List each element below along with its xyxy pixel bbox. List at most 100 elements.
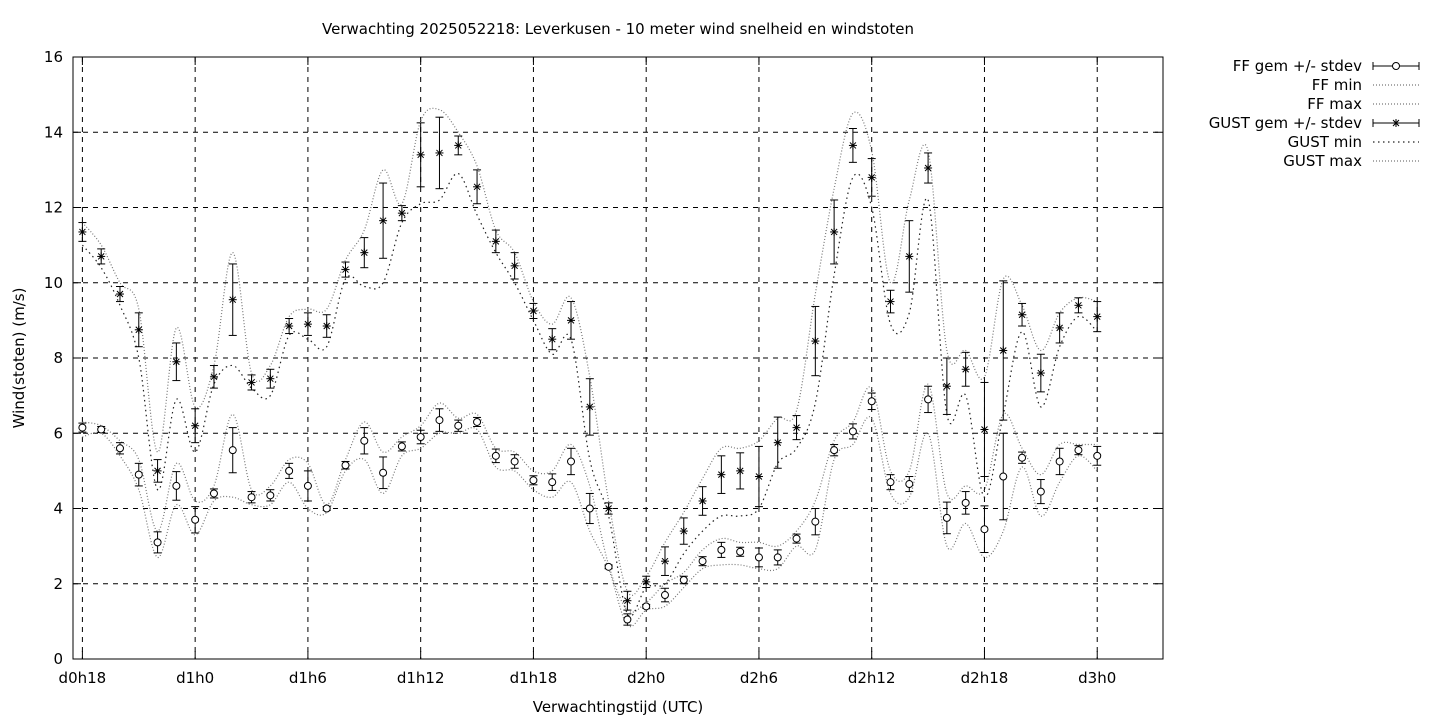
data-point-star <box>491 237 500 246</box>
data-point-circle <box>416 433 425 442</box>
data-point-star <box>228 295 237 304</box>
x-tick-label: d1h18 <box>510 669 558 687</box>
y-tick-label: 10 <box>44 274 63 292</box>
legend-label: GUST min <box>1288 133 1362 151</box>
data-point-star <box>961 365 970 374</box>
data-point-star <box>247 378 256 387</box>
data-point-star <box>660 557 669 566</box>
legend-label: FF max <box>1307 95 1362 113</box>
data-point-star <box>679 527 688 536</box>
data-point-circle <box>228 446 237 455</box>
x-tick-label: d1h12 <box>397 669 445 687</box>
data-point-star <box>886 297 895 306</box>
data-point-circle <box>1018 453 1027 462</box>
data-point-star <box>1074 301 1083 310</box>
data-point-circle <box>679 575 688 584</box>
data-point-star <box>529 306 538 315</box>
chart-title: Verwachting 2025052218: Leverkusen - 10 … <box>322 20 914 38</box>
data-point-star <box>153 466 162 475</box>
data-point-circle <box>360 436 369 445</box>
data-point-star <box>698 496 707 505</box>
data-point-star <box>848 141 857 150</box>
data-point-star <box>115 290 124 299</box>
data-point-star <box>266 374 275 383</box>
legend-label: GUST gem +/- stdev <box>1209 114 1362 132</box>
data-point-star <box>642 577 651 586</box>
data-point-circle <box>867 397 876 406</box>
data-point-circle <box>736 547 745 556</box>
x-axis-label: Verwachtingstijd (UTC) <box>533 698 704 716</box>
data-point-circle <box>78 423 87 432</box>
data-point-circle <box>379 468 388 477</box>
data-point-circle <box>848 427 857 436</box>
data-point-circle <box>303 481 312 490</box>
data-point-star <box>510 261 519 270</box>
y-tick-label: 4 <box>53 500 63 518</box>
data-point-circle <box>473 417 482 426</box>
data-point-circle <box>660 591 669 600</box>
data-point-circle <box>397 442 406 451</box>
data-point-star <box>209 372 218 381</box>
plot-border <box>72 56 1164 660</box>
series-line-4 <box>81 172 1098 617</box>
data-point-star <box>416 150 425 159</box>
data-point-circle <box>1036 487 1045 496</box>
data-point-circle <box>1392 62 1400 70</box>
data-point-star <box>999 346 1008 355</box>
data-point-circle <box>548 478 557 487</box>
data-point-circle <box>717 545 726 554</box>
data-point-circle <box>905 480 914 489</box>
data-point-star <box>548 335 557 344</box>
data-point-star <box>1392 119 1400 127</box>
x-tick-label: d0h18 <box>59 669 107 687</box>
grid-lines <box>73 57 1163 659</box>
y-tick-label: 2 <box>53 575 63 593</box>
data-point-star <box>623 596 632 605</box>
data-point-circle <box>491 451 500 460</box>
data-point-circle <box>1074 446 1083 455</box>
data-point-star <box>454 141 463 150</box>
legend-label: FF gem +/- stdev <box>1233 57 1362 75</box>
data-point-circle <box>529 476 538 485</box>
data-point-circle <box>435 416 444 425</box>
data-point-star <box>942 382 951 391</box>
data-point-star <box>604 504 613 513</box>
data-point-circle <box>191 515 200 524</box>
x-tick-label: d2h12 <box>848 669 896 687</box>
y-tick-label: 12 <box>44 199 63 217</box>
data-point-star <box>811 337 820 346</box>
legend-label: GUST max <box>1283 152 1362 170</box>
data-point-star <box>1093 312 1102 321</box>
axis-ticks: 0 2 4 6 8 10 12 14 16 d0h18 d1h0 d1h6 d1h12 d1h18 d2h0… <box>44 48 1163 687</box>
data-point-star <box>78 227 87 236</box>
data-point-star <box>379 216 388 225</box>
data-point-star <box>924 163 933 172</box>
data-point-star <box>905 252 914 261</box>
data-point-circle <box>1093 451 1102 460</box>
series-errorbars-3 <box>78 116 1102 611</box>
data-point-star <box>1036 369 1045 378</box>
data-point-star <box>736 466 745 475</box>
data-point-circle <box>999 472 1008 481</box>
data-point-circle <box>642 602 651 611</box>
data-point-circle <box>585 504 594 513</box>
data-point-circle <box>792 534 801 543</box>
data-point-star <box>303 320 312 329</box>
series-errorbars-0 <box>78 385 1102 626</box>
data-point-circle <box>454 421 463 430</box>
data-point-star <box>97 252 106 261</box>
data-point-star <box>773 438 782 447</box>
data-point-circle <box>510 457 519 466</box>
data-point-circle <box>341 461 350 470</box>
data-point-circle <box>209 489 218 498</box>
data-point-star <box>567 316 576 325</box>
data-point-circle <box>980 525 989 534</box>
data-point-circle <box>115 444 124 453</box>
x-tick-label: d2h18 <box>961 669 1009 687</box>
x-tick-label: d2h0 <box>627 669 665 687</box>
plot-area <box>78 107 1102 628</box>
y-tick-label: 14 <box>44 123 63 141</box>
data-point-star <box>754 472 763 481</box>
data-point-star <box>285 322 294 331</box>
